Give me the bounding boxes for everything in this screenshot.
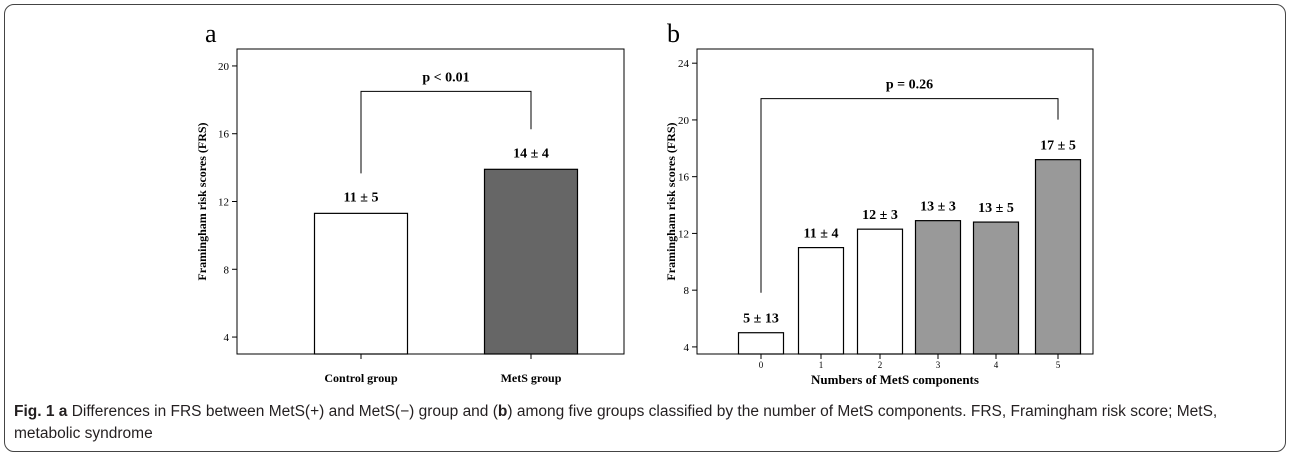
caption-part-b: b: [497, 403, 508, 420]
panel-b-xtick-label-4: 4: [994, 360, 999, 370]
panel-b-bar-3: [914, 220, 962, 355]
caption-part-a: a: [58, 403, 68, 420]
panel-a-xtick-label-1: MetS group: [501, 371, 562, 385]
panel-a-value-label-0: 11 ± 5: [344, 190, 379, 205]
panel-a-ytick-label-1: 8: [224, 264, 230, 276]
caption-fig-label: Fig. 1: [14, 403, 55, 420]
panel-a-ytick-label-4: 20: [218, 61, 230, 73]
panel-a-ylabel: Framingham risk scores (FRS): [195, 122, 209, 280]
panel-b-ylabel: Framingham risk scores (FRS): [664, 122, 678, 280]
panel-b-value-label-5: 17 ± 5: [1040, 139, 1076, 154]
panel-a-ytick-label-2: 12: [218, 197, 229, 209]
panel-a-ytick-label-3: 16: [218, 129, 230, 141]
panel-b-letter: b: [667, 19, 680, 48]
panel-b-significance-bracket: [760, 98, 1059, 293]
panel-b-ytick-label-3: 16: [678, 172, 690, 184]
panel-b-xtick-label-5: 5: [1056, 360, 1061, 370]
panel-a-p-value: p < 0.01: [422, 70, 469, 85]
panel-b-value-label-4: 13 ± 5: [978, 201, 1014, 216]
caption-text-2: ) among five groups classified by the nu…: [14, 403, 1218, 442]
panel-b-value-label-0: 5 ± 13: [743, 312, 779, 327]
figure-caption: Fig. 1 a Differences in FRS between MetS…: [14, 401, 1276, 445]
panel-a-xtick-label-0: Control group: [324, 371, 398, 385]
panel-b-ytick-label-2: 12: [678, 228, 689, 240]
panel-b-xlabel: Numbers of MetS components: [811, 372, 979, 387]
panel-b-ytick-label-1: 8: [684, 285, 690, 297]
panel-b-value-label-2: 12 ± 3: [862, 208, 898, 223]
panel-b-ytick-label-0: 4: [684, 342, 690, 354]
panel-b-bar-5: [1034, 159, 1082, 355]
panel-b-bar-4: [972, 221, 1020, 355]
panel-b-value-label-3: 13 ± 3: [920, 200, 956, 215]
panel-b-ytick-label-5: 24: [678, 58, 690, 70]
panel-a-bar-1: [483, 168, 579, 355]
panel-b-ytick-label-4: 20: [678, 115, 690, 127]
panel-a-bar-0: [313, 212, 409, 355]
panel-b-bar-1: [797, 247, 845, 355]
panel-b-value-label-1: 11 ± 4: [804, 227, 839, 242]
panel-b-xtick-label-1: 1: [819, 360, 824, 370]
panel-b-bar-2: [856, 228, 904, 355]
panel-a-value-label-1: 14 ± 4: [513, 146, 549, 161]
caption-text-1: Differences in FRS between MetS(+) and M…: [67, 403, 498, 420]
panel-a-significance-bracket: [360, 90, 532, 174]
panel-a-letter: a: [205, 19, 217, 48]
panel-a-ytick-label-0: 4: [224, 332, 230, 344]
panel-b-xtick-label-3: 3: [936, 360, 941, 370]
panel-b-xtick-label-2: 2: [878, 360, 883, 370]
panel-b-bar-0: [737, 332, 785, 355]
panel-b-p-value: p = 0.26: [886, 78, 933, 93]
panel-b-xtick-label-0: 0: [759, 360, 764, 370]
